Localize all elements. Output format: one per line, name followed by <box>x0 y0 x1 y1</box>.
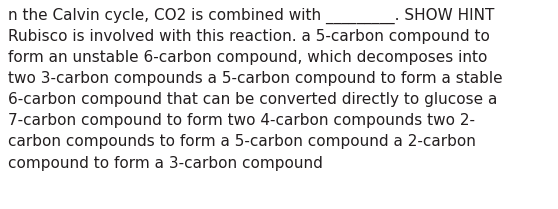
Text: 6-carbon compound that can be converted directly to glucose a: 6-carbon compound that can be converted … <box>8 92 497 107</box>
Text: n the Calvin cycle, CO2 is combined with _________. SHOW HINT: n the Calvin cycle, CO2 is combined with… <box>8 8 494 24</box>
Text: two 3-carbon compounds a 5-carbon compound to form a stable: two 3-carbon compounds a 5-carbon compou… <box>8 71 503 86</box>
Text: carbon compounds to form a 5-carbon compound a 2-carbon: carbon compounds to form a 5-carbon comp… <box>8 135 476 149</box>
Text: compound to form a 3-carbon compound: compound to form a 3-carbon compound <box>8 155 323 171</box>
Text: form an unstable 6-carbon compound, which decomposes into: form an unstable 6-carbon compound, whic… <box>8 50 487 65</box>
Text: 7-carbon compound to form two 4-carbon compounds two 2-: 7-carbon compound to form two 4-carbon c… <box>8 113 475 128</box>
Text: Rubisco is involved with this reaction. a 5-carbon compound to: Rubisco is involved with this reaction. … <box>8 29 490 44</box>
